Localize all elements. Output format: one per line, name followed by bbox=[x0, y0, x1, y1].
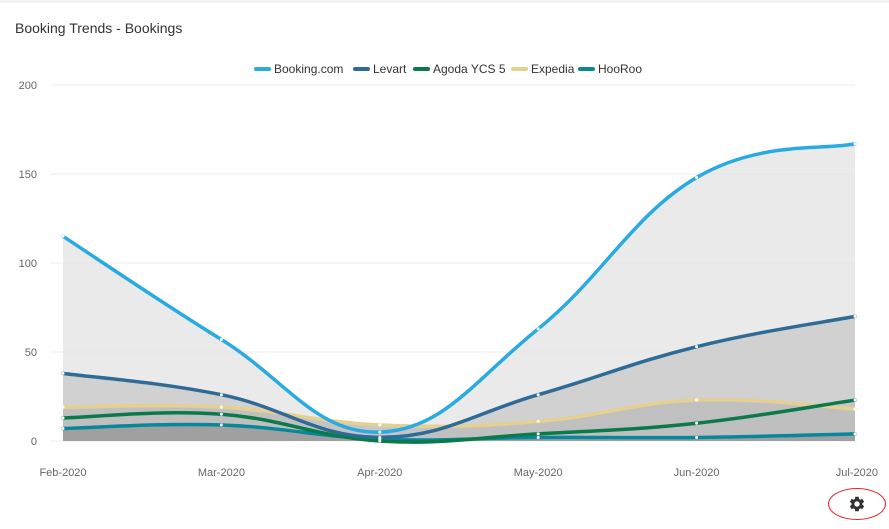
data-point bbox=[853, 432, 857, 436]
legend-item[interactable]: Levart bbox=[353, 62, 407, 76]
y-tick-label: 100 bbox=[19, 258, 37, 270]
x-tick-label: Jul-2020 bbox=[836, 467, 878, 479]
x-tick-label: Jun-2020 bbox=[674, 467, 720, 479]
top-divider bbox=[0, 0, 889, 3]
series-line bbox=[61, 397, 857, 429]
legend-label: Expedia bbox=[531, 62, 575, 76]
x-tick-label: Apr-2020 bbox=[357, 467, 402, 479]
legend: Booking.com Levart Agoda YCS 5 Expedia HooRo… bbox=[254, 62, 642, 76]
y-tick-label: 150 bbox=[19, 169, 37, 181]
data-point bbox=[853, 407, 857, 411]
data-point bbox=[61, 416, 65, 420]
data-point bbox=[61, 405, 65, 409]
series-line bbox=[61, 314, 857, 440]
x-tick-label: Mar-2020 bbox=[198, 467, 245, 479]
data-point bbox=[536, 435, 540, 439]
data-point bbox=[378, 430, 382, 434]
data-point bbox=[378, 423, 382, 427]
data-point bbox=[536, 432, 540, 436]
legend-label: Booking.com bbox=[274, 62, 343, 76]
data-point bbox=[853, 398, 857, 402]
data-point bbox=[853, 142, 857, 146]
data-point bbox=[536, 393, 540, 397]
data-points bbox=[61, 142, 857, 443]
chart-title: Booking Trends - Bookings bbox=[15, 20, 183, 36]
series-line bbox=[61, 398, 857, 444]
data-point bbox=[219, 393, 223, 397]
x-tick-label: Feb-2020 bbox=[39, 467, 86, 479]
gear-icon bbox=[849, 496, 865, 512]
x-axis-ticks: Feb-2020 Mar-2020 Apr-2020 May-2020 Jun-2020… bbox=[39, 467, 878, 479]
y-tick-label: 50 bbox=[25, 347, 37, 359]
legend-label: HooRoo bbox=[598, 62, 642, 76]
x-tick-label: May-2020 bbox=[514, 467, 563, 479]
data-point bbox=[219, 423, 223, 427]
legend-label: Levart bbox=[373, 62, 407, 76]
data-point bbox=[219, 405, 223, 409]
series-lines bbox=[61, 141, 857, 444]
y-axis-ticks: 0 50 100 150 200 bbox=[19, 80, 37, 448]
data-point bbox=[61, 427, 65, 431]
y-tick-label: 0 bbox=[31, 436, 37, 448]
data-point bbox=[695, 398, 699, 402]
data-point bbox=[378, 437, 382, 441]
data-point bbox=[61, 371, 65, 375]
data-point bbox=[536, 327, 540, 331]
legend-item[interactable]: Expedia bbox=[511, 62, 575, 76]
legend-item[interactable]: HooRoo bbox=[578, 62, 642, 76]
legend-label: Agoda YCS 5 bbox=[433, 62, 506, 76]
y-tick-label: 200 bbox=[19, 80, 37, 92]
data-point bbox=[695, 345, 699, 349]
legend-item[interactable]: Agoda YCS 5 bbox=[413, 62, 506, 76]
data-point bbox=[61, 234, 65, 238]
data-point bbox=[853, 314, 857, 318]
data-point bbox=[536, 419, 540, 423]
settings-button[interactable] bbox=[828, 488, 886, 520]
data-point bbox=[219, 412, 223, 416]
series-line bbox=[61, 141, 857, 434]
data-point bbox=[695, 176, 699, 180]
data-point bbox=[695, 435, 699, 439]
legend-item[interactable]: Booking.com bbox=[254, 62, 343, 76]
data-point bbox=[695, 421, 699, 425]
data-point bbox=[219, 338, 223, 342]
